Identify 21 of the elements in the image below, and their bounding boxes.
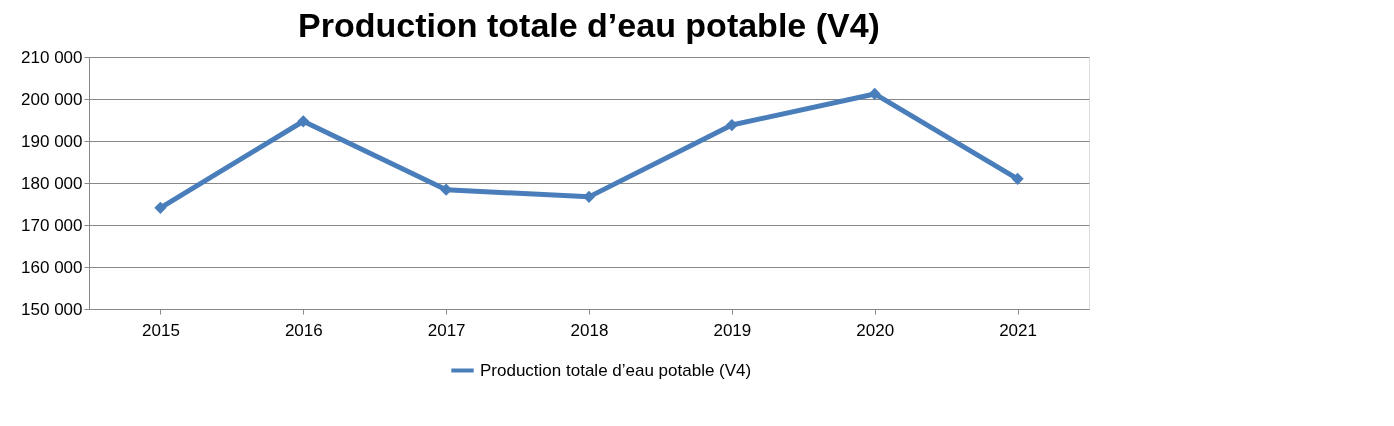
y-tick-label: 180 000 <box>21 173 83 193</box>
y-tick-label: 170 000 <box>21 215 83 235</box>
y-tick-label: 200 000 <box>21 89 83 109</box>
x-tick-label: 2018 <box>570 320 609 340</box>
x-tick-label: 2019 <box>713 320 752 340</box>
legend-label: Production totale d’eau potable (V4) <box>480 360 752 380</box>
x-tick-label: 2015 <box>142 320 180 340</box>
x-tick-label: 2017 <box>427 320 466 340</box>
x-tick-label: 2020 <box>856 320 895 340</box>
point <box>868 87 881 101</box>
y-tick-label: 160 000 <box>21 257 83 277</box>
point <box>297 115 310 128</box>
point <box>1011 172 1024 185</box>
chart-title: Production totale d’eau potable (V4) <box>298 6 880 44</box>
x-tick-label: 2016 <box>284 320 323 340</box>
y-tick-label: 150 000 <box>21 299 83 319</box>
x-tick-label: 2021 <box>999 320 1037 340</box>
y-tick-label: 190 000 <box>21 131 83 151</box>
point <box>725 118 738 132</box>
y-tick-label: 210 000 <box>21 47 83 67</box>
point <box>154 201 167 214</box>
